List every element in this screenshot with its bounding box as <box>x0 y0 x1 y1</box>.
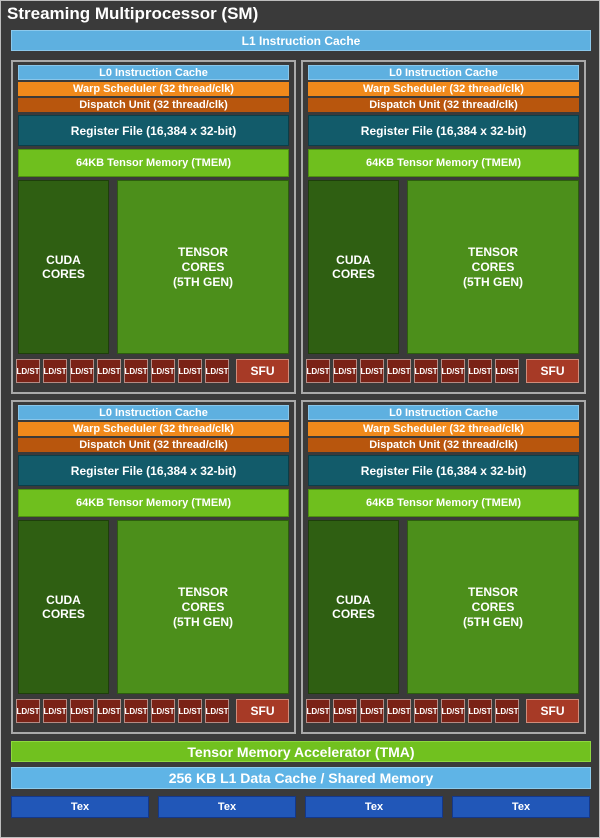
ldst-unit: LD/ST <box>16 359 40 383</box>
ldst-unit: LD/ST <box>441 359 465 383</box>
l0-instruction-cache: L0 Instruction Cache <box>18 65 289 80</box>
tex-unit: Tex <box>11 796 149 818</box>
tex-unit: Tex <box>452 796 590 818</box>
cuda-cores: CUDA CORES <box>18 520 109 694</box>
tensor-cores: TENSOR CORES (5TH GEN) <box>407 520 579 694</box>
sfu-unit: SFU <box>236 699 289 723</box>
diagram-title: Streaming Multiprocessor (SM) <box>7 4 259 23</box>
processing-block: L0 Instruction Cache Warp Scheduler (32 t… <box>11 60 296 394</box>
ldst-unit: LD/ST <box>205 359 229 383</box>
tensor-cores: TENSOR CORES (5TH GEN) <box>117 180 289 354</box>
tensor-cores: TENSOR CORES (5TH GEN) <box>117 520 289 694</box>
ldst-unit: LD/ST <box>468 699 492 723</box>
ldst-unit: LD/ST <box>70 359 94 383</box>
tensor-memory: 64KB Tensor Memory (TMEM) <box>18 149 289 177</box>
sfu-unit: SFU <box>526 699 579 723</box>
register-file: Register File (16,384 x 32-bit) <box>308 455 579 486</box>
ldst-unit: LD/ST <box>124 699 148 723</box>
dispatch-unit: Dispatch Unit (32 thread/clk) <box>308 438 579 452</box>
tensor-cores: TENSOR CORES (5TH GEN) <box>407 180 579 354</box>
ldst-unit: LD/ST <box>306 699 330 723</box>
sfu-unit: SFU <box>526 359 579 383</box>
ldst-unit: LD/ST <box>97 699 121 723</box>
dispatch-unit: Dispatch Unit (32 thread/clk) <box>18 438 289 452</box>
ldst-unit: LD/ST <box>360 359 384 383</box>
dispatch-unit: Dispatch Unit (32 thread/clk) <box>308 98 579 112</box>
dispatch-unit: Dispatch Unit (32 thread/clk) <box>18 98 289 112</box>
sfu-unit: SFU <box>236 359 289 383</box>
ldst-unit: LD/ST <box>414 359 438 383</box>
ldst-unit: LD/ST <box>43 699 67 723</box>
ldst-unit: LD/ST <box>360 699 384 723</box>
ldst-unit: LD/ST <box>70 699 94 723</box>
ldst-unit: LD/ST <box>414 699 438 723</box>
tensor-memory: 64KB Tensor Memory (TMEM) <box>308 149 579 177</box>
ldst-unit: LD/ST <box>495 699 519 723</box>
ldst-unit: LD/ST <box>495 359 519 383</box>
tex-unit: Tex <box>305 796 443 818</box>
ldst-unit: LD/ST <box>205 699 229 723</box>
ldst-unit: LD/ST <box>306 359 330 383</box>
l0-instruction-cache: L0 Instruction Cache <box>308 65 579 80</box>
processing-block: L0 Instruction Cache Warp Scheduler (32 t… <box>301 400 586 734</box>
ldst-unit: LD/ST <box>97 359 121 383</box>
l0-instruction-cache: L0 Instruction Cache <box>18 405 289 420</box>
warp-scheduler: Warp Scheduler (32 thread/clk) <box>18 422 289 436</box>
ldst-unit: LD/ST <box>441 699 465 723</box>
ldst-unit: LD/ST <box>178 359 202 383</box>
tensor-memory-accelerator: Tensor Memory Accelerator (TMA) <box>11 741 591 762</box>
ldst-unit: LD/ST <box>387 359 411 383</box>
l1-data-cache: 256 KB L1 Data Cache / Shared Memory <box>11 767 591 789</box>
warp-scheduler: Warp Scheduler (32 thread/clk) <box>308 82 579 96</box>
ldst-unit: LD/ST <box>333 359 357 383</box>
cuda-cores: CUDA CORES <box>18 180 109 354</box>
ldst-unit: LD/ST <box>387 699 411 723</box>
ldst-unit: LD/ST <box>43 359 67 383</box>
register-file: Register File (16,384 x 32-bit) <box>308 115 579 146</box>
ldst-unit: LD/ST <box>468 359 492 383</box>
cuda-cores: CUDA CORES <box>308 180 399 354</box>
processing-block: L0 Instruction Cache Warp Scheduler (32 t… <box>11 400 296 734</box>
l0-instruction-cache: L0 Instruction Cache <box>308 405 579 420</box>
warp-scheduler: Warp Scheduler (32 thread/clk) <box>18 82 289 96</box>
ldst-unit: LD/ST <box>151 699 175 723</box>
l1-instruction-cache: L1 Instruction Cache <box>11 30 591 51</box>
warp-scheduler: Warp Scheduler (32 thread/clk) <box>308 422 579 436</box>
tensor-memory: 64KB Tensor Memory (TMEM) <box>308 489 579 517</box>
cuda-cores: CUDA CORES <box>308 520 399 694</box>
register-file: Register File (16,384 x 32-bit) <box>18 115 289 146</box>
ldst-unit: LD/ST <box>124 359 148 383</box>
ldst-unit: LD/ST <box>333 699 357 723</box>
processing-block: L0 Instruction Cache Warp Scheduler (32 t… <box>301 60 586 394</box>
ldst-unit: LD/ST <box>178 699 202 723</box>
tensor-memory: 64KB Tensor Memory (TMEM) <box>18 489 289 517</box>
ldst-unit: LD/ST <box>151 359 175 383</box>
ldst-unit: LD/ST <box>16 699 40 723</box>
tex-unit: Tex <box>158 796 296 818</box>
register-file: Register File (16,384 x 32-bit) <box>18 455 289 486</box>
